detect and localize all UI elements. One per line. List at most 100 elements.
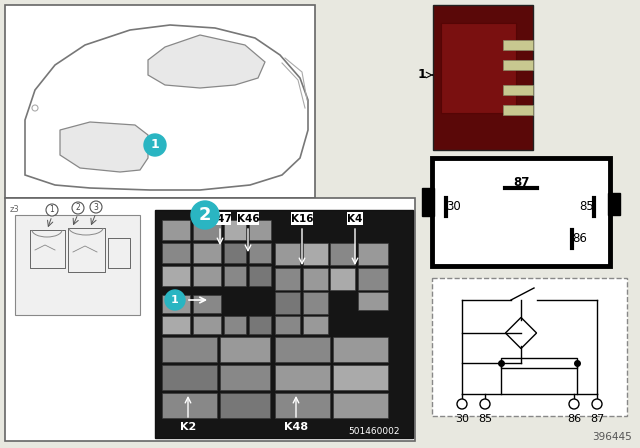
Bar <box>220 393 270 418</box>
Text: 1: 1 <box>50 206 54 215</box>
Bar <box>193 295 221 313</box>
Text: 3: 3 <box>93 202 99 211</box>
Bar <box>155 210 413 438</box>
Circle shape <box>32 105 38 111</box>
Bar <box>193 316 221 334</box>
Text: 1: 1 <box>417 69 426 82</box>
Bar <box>275 316 300 334</box>
Bar <box>503 85 533 95</box>
Text: K47: K47 <box>209 214 232 224</box>
Bar <box>608 193 620 215</box>
Text: 86: 86 <box>572 232 587 245</box>
Bar <box>432 278 627 416</box>
Bar <box>433 5 533 150</box>
Bar <box>333 365 388 390</box>
Circle shape <box>191 201 219 229</box>
Bar <box>224 220 246 240</box>
Text: 501460002: 501460002 <box>349 427 400 436</box>
Text: 87: 87 <box>590 414 604 424</box>
Text: K2: K2 <box>180 422 196 432</box>
Bar <box>15 215 140 315</box>
Bar <box>224 243 246 263</box>
Bar <box>358 268 388 290</box>
Bar <box>224 316 246 334</box>
Polygon shape <box>25 25 308 190</box>
Text: 1: 1 <box>171 295 179 305</box>
Bar <box>503 40 533 50</box>
Text: K4: K4 <box>348 214 363 224</box>
Text: 30: 30 <box>455 414 469 424</box>
Text: K16: K16 <box>291 214 313 224</box>
Bar <box>193 243 221 263</box>
Circle shape <box>46 204 58 216</box>
Bar <box>193 220 221 240</box>
Bar <box>303 243 328 265</box>
Text: z3: z3 <box>10 205 20 214</box>
Bar <box>503 105 533 115</box>
Bar <box>501 358 577 368</box>
Text: 396445: 396445 <box>592 432 632 442</box>
Bar <box>358 292 388 310</box>
Text: 86: 86 <box>567 414 581 424</box>
Bar <box>5 5 315 198</box>
Polygon shape <box>148 35 265 88</box>
Circle shape <box>480 399 490 409</box>
Bar <box>506 318 536 349</box>
Bar <box>5 198 415 441</box>
Bar <box>275 292 300 314</box>
Bar <box>193 266 221 286</box>
Polygon shape <box>60 122 148 172</box>
Bar <box>303 268 328 290</box>
Bar <box>333 393 388 418</box>
Circle shape <box>144 134 166 156</box>
Bar <box>162 365 217 390</box>
Text: 87: 87 <box>513 176 529 189</box>
Text: 85: 85 <box>478 414 492 424</box>
Bar <box>333 337 388 362</box>
Text: 85: 85 <box>579 199 594 212</box>
Bar <box>162 393 217 418</box>
Bar <box>275 243 300 265</box>
Circle shape <box>90 201 102 213</box>
Bar <box>249 316 271 334</box>
Bar <box>220 337 270 362</box>
Circle shape <box>569 399 579 409</box>
Bar <box>358 243 388 265</box>
Bar <box>224 266 246 286</box>
Text: 2: 2 <box>199 206 211 224</box>
Bar <box>275 268 300 290</box>
Bar <box>162 337 217 362</box>
Bar <box>303 292 328 314</box>
Text: K46: K46 <box>237 214 259 224</box>
Circle shape <box>72 202 84 214</box>
Bar <box>209 212 231 225</box>
Bar <box>220 365 270 390</box>
Bar <box>162 266 190 286</box>
Bar <box>432 158 610 266</box>
Bar <box>291 212 313 225</box>
Bar <box>503 60 533 70</box>
Bar <box>275 337 330 362</box>
Bar <box>162 295 190 313</box>
Text: 2: 2 <box>76 203 81 212</box>
Text: K48: K48 <box>284 422 308 432</box>
Text: 1: 1 <box>150 138 159 151</box>
Bar <box>347 212 363 225</box>
Bar <box>162 220 190 240</box>
Bar <box>162 316 190 334</box>
Bar <box>249 220 271 240</box>
Circle shape <box>592 399 602 409</box>
Bar <box>162 243 190 263</box>
Bar <box>330 243 355 265</box>
Bar <box>249 266 271 286</box>
Bar <box>275 365 330 390</box>
Bar <box>330 268 355 290</box>
Bar <box>303 316 328 334</box>
Bar <box>441 23 516 113</box>
Bar <box>237 212 259 225</box>
Circle shape <box>165 290 185 310</box>
Bar <box>422 188 434 216</box>
Bar <box>249 243 271 263</box>
Text: 30: 30 <box>446 199 461 212</box>
Circle shape <box>457 399 467 409</box>
